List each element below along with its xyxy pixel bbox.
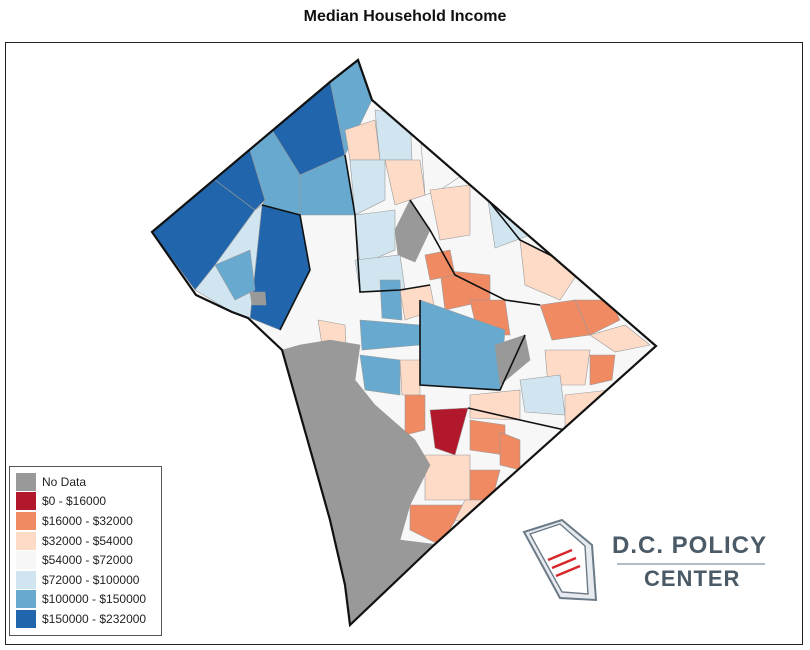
tract-e-6[interactable] [519, 374, 566, 416]
ward-line-4 [419, 300, 526, 391]
dc-policy-logo-mark [522, 518, 598, 602]
logo-rule [617, 563, 765, 565]
tract-e-2[interactable] [574, 299, 621, 336]
tract-e-3[interactable] [589, 324, 651, 353]
legend-swatch [16, 492, 36, 511]
ward-line-3 [409, 199, 541, 306]
legend-label: $16000 - $32000 [42, 513, 133, 528]
tract-rock-creek-nodata[interactable] [249, 291, 267, 306]
tract-cap-3[interactable] [359, 319, 421, 351]
logo-text-line1: D.C. POLICY [612, 532, 768, 559]
tract-se-5[interactable] [424, 454, 471, 501]
tract-cap-5[interactable] [399, 359, 421, 396]
tract-nw-b5[interactable] [214, 249, 256, 301]
legend-label: $100000 - $150000 [42, 592, 147, 607]
map-title: Median Household Income [303, 8, 507, 25]
legend-swatch [16, 472, 36, 491]
legend-item: No Data [16, 472, 155, 492]
legend-item: $100000 - $150000 [16, 590, 155, 610]
legend-swatch [16, 551, 36, 570]
tract-se-3[interactable] [404, 394, 426, 436]
tract-cap-1[interactable] [379, 279, 403, 321]
tract-e-7[interactable] [564, 389, 611, 431]
tract-se-6[interactable] [469, 469, 501, 501]
dc-boundary [150, 58, 658, 628]
legend: No Data $0 - $16000 $16000 - $32000 $32000 … [9, 466, 162, 636]
legend-label: $32000 - $54000 [42, 533, 133, 548]
tract-n-6[interactable] [354, 209, 396, 266]
tract-n-3[interactable] [349, 159, 386, 216]
tract-cap-4[interactable] [359, 354, 401, 396]
legend-label: No Data [42, 474, 87, 489]
legend-label: $72000 - $100000 [42, 572, 140, 587]
tract-se-4[interactable] [469, 389, 521, 421]
legend-swatch [16, 531, 36, 550]
ward-line-1 [261, 204, 311, 331]
legend-item: $150000 - $232000 [16, 609, 155, 629]
ward-line-2 [344, 154, 431, 293]
tract-n-nodata[interactable] [394, 199, 431, 263]
legend-item: $0 - $16000 [16, 492, 155, 512]
legend-swatch [16, 609, 36, 628]
tract-n-7[interactable] [429, 184, 471, 241]
legend-item: $16000 - $32000 [16, 511, 155, 531]
legend-label: $0 - $16000 [42, 494, 107, 509]
legend-label: $150000 - $232000 [42, 611, 147, 626]
legend-item: $72000 - $100000 [16, 570, 155, 590]
tract-ne-4[interactable] [424, 249, 456, 281]
tract-e-nodata[interactable] [494, 334, 531, 386]
legend-item: $32000 - $54000 [16, 531, 155, 551]
legend-label: $54000 - $72000 [42, 553, 133, 568]
legend-swatch [16, 590, 36, 609]
tract-e-5[interactable] [589, 354, 616, 386]
legend-swatch [16, 570, 36, 589]
legend-swatch [16, 511, 36, 530]
logo-text-line2: CENTER [644, 566, 741, 591]
legend-item: $54000 - $72000 [16, 550, 155, 570]
